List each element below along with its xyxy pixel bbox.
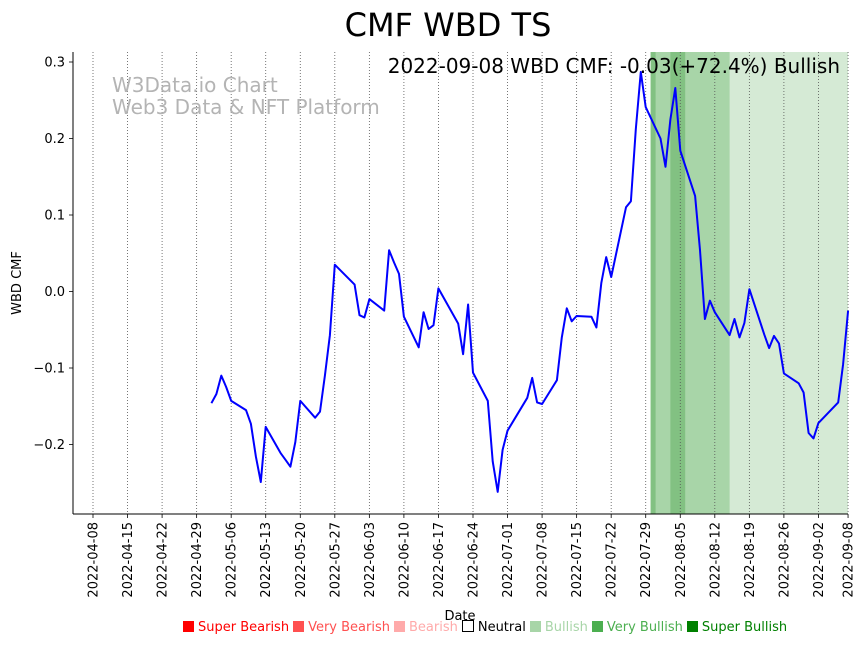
x-tick-label: 2022-09-08	[842, 522, 857, 598]
y-axis-label: WBD CMF	[10, 251, 25, 315]
legend-entry: Very Bullish	[591, 620, 683, 635]
x-tick-label: 2022-04-08	[87, 522, 102, 598]
legend-entry: Very Bearish	[293, 620, 390, 635]
x-tick-label: 2022-07-01	[501, 522, 516, 598]
x-tick-label: 2022-08-05	[674, 522, 689, 598]
x-tick-label: 2022-06-10	[397, 522, 412, 598]
legend-label: Super Bearish	[198, 620, 290, 635]
signal-band	[650, 52, 730, 514]
x-tick-label: 2022-04-15	[121, 522, 136, 598]
legend-swatch	[461, 620, 474, 632]
legend-swatch	[293, 621, 305, 632]
legend-entry: Super Bearish	[183, 620, 289, 635]
x-tick-label: 2022-05-13	[259, 522, 274, 598]
x-tick-label: 2022-07-15	[570, 522, 585, 598]
x-tick-label: 2022-08-26	[777, 522, 792, 598]
legend-entry: Bearish	[393, 620, 458, 635]
x-tick-label: 2022-08-12	[708, 522, 723, 598]
y-tick-label: −0.1	[33, 362, 65, 377]
x-tick-label: 2022-04-22	[156, 522, 171, 598]
watermark-line-2: Web3 Data & NFT Platform	[112, 95, 380, 119]
x-tick-label: 2022-06-17	[432, 522, 447, 598]
legend-label: Very Bearish	[308, 620, 390, 635]
y-tick-label: 0.3	[44, 56, 65, 71]
legend-swatch	[393, 621, 405, 632]
x-tick-label: 2022-08-19	[743, 522, 758, 598]
legend-entry: Neutral	[461, 620, 526, 635]
cmf-line	[210, 70, 850, 493]
legend-label: Very Bullish	[606, 620, 683, 635]
x-tick-label: 2022-05-27	[328, 522, 343, 598]
legend-entry: Bullish	[529, 620, 588, 635]
legend: Super Bearish Very Bearish Bearish Neutral B…	[183, 620, 791, 635]
y-tick-label: 0.0	[44, 285, 65, 300]
signal-band	[650, 52, 656, 514]
legend-swatch	[591, 621, 603, 632]
legend-label: Bullish	[544, 620, 588, 635]
signal-band	[670, 52, 686, 514]
x-tick-label: 2022-09-02	[812, 522, 827, 598]
legend-label: Neutral	[477, 620, 526, 635]
y-tick-label: −0.2	[33, 438, 65, 453]
legend-swatch	[686, 621, 698, 632]
chart-title: CMF WBD TS	[344, 6, 552, 44]
x-tick-label: 2022-05-20	[294, 522, 309, 598]
y-tick-label: 0.1	[44, 209, 65, 224]
legend-swatch	[529, 621, 541, 632]
x-tick-label: 2022-07-29	[639, 522, 654, 598]
legend-entry: Super Bullish	[686, 620, 788, 635]
x-tick-label: 2022-05-06	[225, 522, 240, 598]
latest-value-annotation: 2022-09-08 WBD CMF: -0.03(+72.4%) Bullis…	[388, 54, 840, 78]
legend-swatch	[183, 621, 194, 632]
x-tick-label: 2022-06-03	[363, 522, 378, 598]
x-tick-label: 2022-07-22	[605, 522, 620, 598]
x-tick-label: 2022-04-29	[190, 522, 205, 598]
watermark-line-1: W3Data.io Chart	[112, 73, 278, 97]
legend-label: Super Bullish	[701, 620, 788, 635]
y-tick-label: 0.2	[44, 132, 65, 147]
x-tick-label: 2022-07-08	[536, 522, 551, 598]
x-tick-label: 2022-06-24	[466, 522, 481, 598]
legend-label: Bearish	[408, 620, 458, 635]
